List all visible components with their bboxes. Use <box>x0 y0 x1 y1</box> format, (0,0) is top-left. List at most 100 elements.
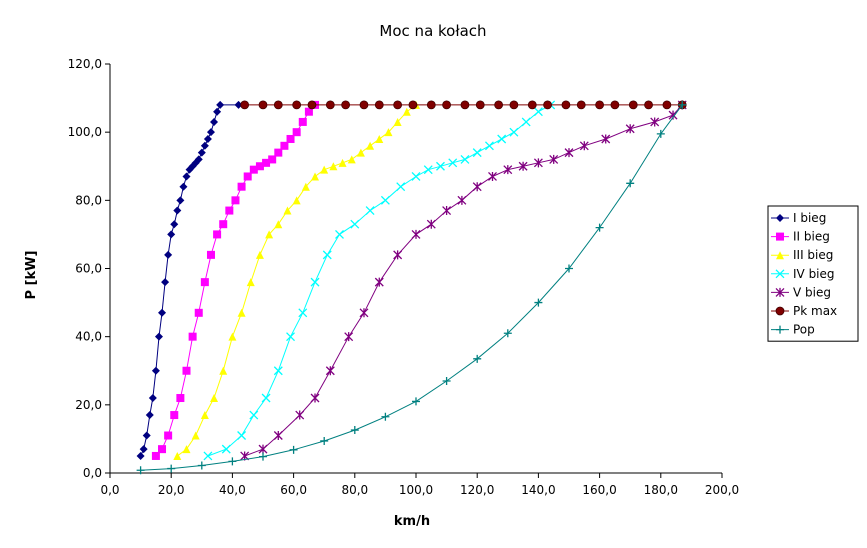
legend-entry-pop: Pop <box>771 323 815 337</box>
data-point-ii-bieg <box>200 278 209 287</box>
data-point-iii-bieg <box>219 366 228 375</box>
data-point-iv-bieg <box>249 410 259 420</box>
data-point-ii-bieg <box>182 366 191 375</box>
data-point-pk-max <box>374 100 384 110</box>
data-point-pk-max <box>393 100 403 110</box>
series-iii-bieg <box>173 100 420 460</box>
data-point-iv-bieg <box>350 219 360 229</box>
data-point-i-bieg <box>194 155 203 164</box>
data-point-pk-max <box>527 100 537 110</box>
y-axis-label: P [kW] <box>24 251 39 300</box>
legend-label: II bieg <box>793 230 830 244</box>
data-point-ii-bieg <box>255 162 264 171</box>
data-point-ii-bieg <box>262 158 271 167</box>
data-point-iii-bieg <box>366 141 375 150</box>
legend-marker <box>775 269 785 279</box>
plot-area <box>136 100 687 475</box>
data-point-v-bieg <box>668 110 678 120</box>
data-point-pk-max <box>273 100 283 110</box>
data-point-v-bieg <box>273 431 283 441</box>
data-point-ii-bieg <box>286 134 295 143</box>
data-point-ii-bieg <box>243 172 252 181</box>
data-point-i-bieg <box>216 100 225 109</box>
data-point-v-bieg <box>344 332 354 342</box>
legend-entry-iii-bieg: III bieg <box>771 248 833 262</box>
data-point-iv-bieg <box>423 165 433 175</box>
data-point-v-bieg <box>359 308 369 318</box>
data-point-iii-bieg <box>338 158 347 167</box>
data-point-ii-bieg <box>164 431 173 440</box>
data-point-v-bieg <box>374 277 384 287</box>
data-point-iv-bieg <box>365 206 375 216</box>
data-point-ii-bieg <box>170 411 179 420</box>
data-point-v-bieg <box>393 250 403 260</box>
data-point-i-bieg <box>210 117 219 126</box>
data-point-pk-max <box>662 100 672 110</box>
data-point-iv-bieg <box>411 172 421 181</box>
data-point-i-bieg <box>200 141 209 150</box>
data-point-pk-max <box>341 100 351 110</box>
data-point-pk-max <box>442 100 452 110</box>
data-point-pop <box>534 298 543 307</box>
data-point-iv-bieg <box>310 277 320 287</box>
data-point-i-bieg <box>142 431 151 440</box>
data-point-iv-bieg <box>396 182 406 192</box>
x-tick-label: 0,0 <box>100 483 119 497</box>
y-tick-label: 60,0 <box>75 262 102 276</box>
data-point-v-bieg <box>411 229 421 239</box>
data-point-ii-bieg <box>304 107 313 116</box>
data-point-v-bieg <box>650 117 660 127</box>
data-point-ii-bieg <box>249 165 258 174</box>
data-point-pk-max <box>576 100 586 110</box>
data-point-ii-bieg <box>176 394 185 403</box>
data-point-pop <box>289 445 298 454</box>
data-point-iii-bieg <box>228 332 237 341</box>
legend-label: I bieg <box>793 211 826 225</box>
data-point-iv-bieg <box>273 366 283 376</box>
data-point-iv-bieg <box>298 308 308 318</box>
data-point-iv-bieg <box>509 127 519 137</box>
data-point-iv-bieg <box>322 250 332 260</box>
legend-marker <box>775 306 785 316</box>
data-point-iii-bieg <box>265 230 274 239</box>
data-point-iii-bieg <box>311 172 320 181</box>
data-point-iv-bieg <box>448 158 458 168</box>
data-point-ii-bieg <box>151 451 160 460</box>
data-point-i-bieg <box>197 148 206 157</box>
data-point-pk-max <box>426 100 436 110</box>
data-point-ii-bieg <box>292 128 301 137</box>
series-line-pop <box>140 104 683 471</box>
data-point-iii-bieg <box>402 107 411 116</box>
data-point-pop <box>442 376 451 385</box>
data-point-iv-bieg <box>521 117 531 127</box>
legend-entry-pk-max: Pk max <box>771 304 837 318</box>
series-ii-bieg <box>151 100 320 460</box>
data-point-v-bieg <box>601 134 611 144</box>
data-point-pk-max <box>460 100 470 110</box>
y-tick-label: 0,0 <box>83 466 102 480</box>
legend-label: Pk max <box>793 304 837 318</box>
data-point-i-bieg <box>158 308 167 317</box>
data-point-pop <box>228 457 237 466</box>
series-pk-max <box>240 100 687 110</box>
data-point-pk-max <box>325 100 335 110</box>
data-point-pop <box>565 264 573 273</box>
data-point-pk-max <box>475 100 485 110</box>
data-point-iv-bieg <box>533 107 543 117</box>
data-point-pk-max <box>561 100 571 110</box>
data-point-iv-bieg <box>286 332 295 342</box>
series-v-bieg <box>240 100 687 461</box>
data-point-ii-bieg <box>237 182 246 191</box>
legend-label: Pop <box>793 323 815 337</box>
data-point-iii-bieg <box>173 451 182 460</box>
data-point-pk-max <box>258 100 268 110</box>
x-tick-label: 160,0 <box>582 483 616 497</box>
data-point-v-bieg <box>488 171 497 181</box>
data-point-iii-bieg <box>255 250 264 259</box>
data-point-pop <box>197 461 206 470</box>
data-point-pk-max <box>359 100 369 110</box>
data-point-ii-bieg <box>274 148 283 157</box>
data-point-iv-bieg <box>484 141 494 151</box>
legend-marker <box>776 325 784 334</box>
